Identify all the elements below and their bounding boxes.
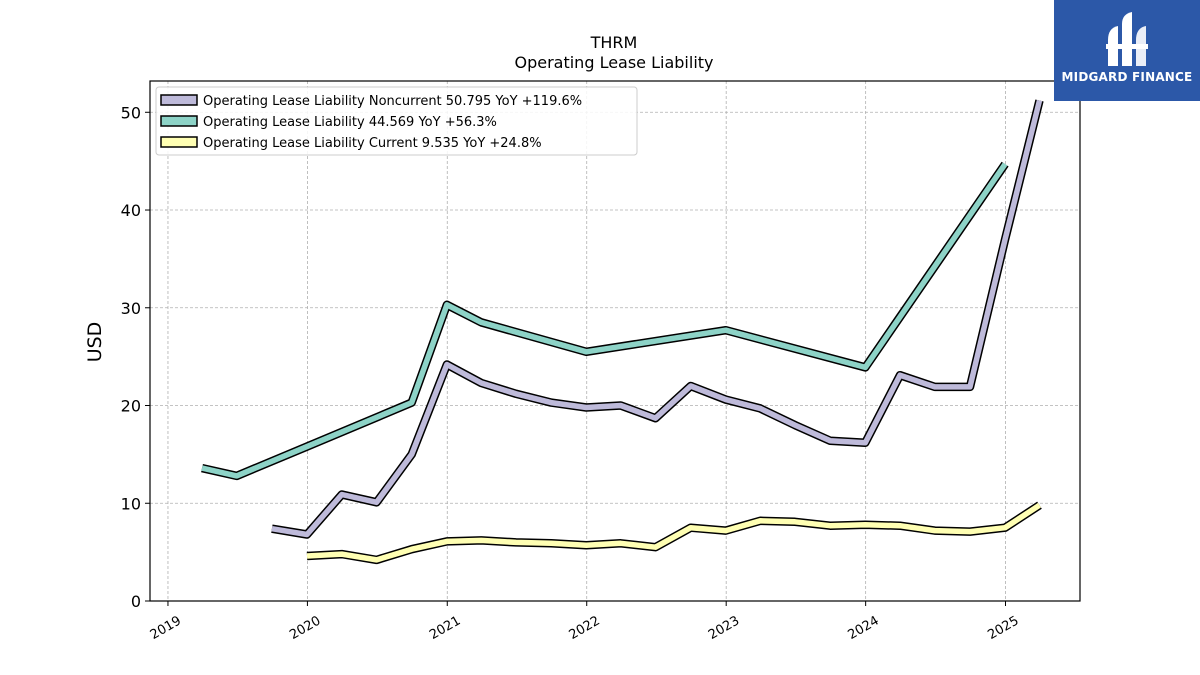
series-line-2 [306,502,1042,563]
x-tick-label: 2024 [845,613,881,643]
logo-text: MIDGARD FINANCE [1061,70,1193,84]
y-tick-label: 50 [121,103,141,122]
y-axis-label: USD [84,322,106,363]
legend-entry: Operating Lease Liability Current 9.535 … [203,136,542,151]
plot-frame [149,80,1081,602]
legend-swatch [160,115,198,127]
series-line-1 [201,162,1008,479]
x-tick-label: 2019 [148,613,184,643]
midgard-finance-logo: MIDGARD FINANCE [1054,0,1200,101]
y-tick-label: 30 [121,299,141,318]
y-tick-label: 20 [121,397,141,416]
legend-swatch [160,94,198,106]
x-tick-label: 2022 [567,613,603,643]
series-outline-0 [271,99,1044,539]
series-outline-1 [201,161,1009,481]
x-tick-label: 2025 [985,613,1021,643]
legend-entry: Operating Lease Liability Noncurrent 50.… [203,94,582,109]
x-tick-label: 2023 [706,613,742,643]
x-tick-label: 2020 [287,613,323,643]
y-tick-label: 10 [121,494,141,513]
y-tick-label: 40 [121,201,141,220]
legend-swatch [160,136,198,148]
y-tick-label: 0 [131,592,141,611]
legend-box [155,86,638,156]
legend-entry: Operating Lease Liability 44.569 YoY +56… [203,115,497,130]
x-tick-label: 2021 [427,613,463,643]
series-lines [201,99,1044,565]
grid-lines [150,81,1080,602]
series-line-0 [271,99,1043,538]
axes: 0 10 20 30 40 50 2019 2020 2021 2022 2023 2024 2025 [121,80,1081,643]
logo-mark-icon [1106,12,1148,66]
legend: Operating Lease Liability Noncurrent 50.… [155,86,638,156]
chart-subtitle: Operating Lease Liability [514,53,713,72]
chart-title: THRM [590,33,638,52]
